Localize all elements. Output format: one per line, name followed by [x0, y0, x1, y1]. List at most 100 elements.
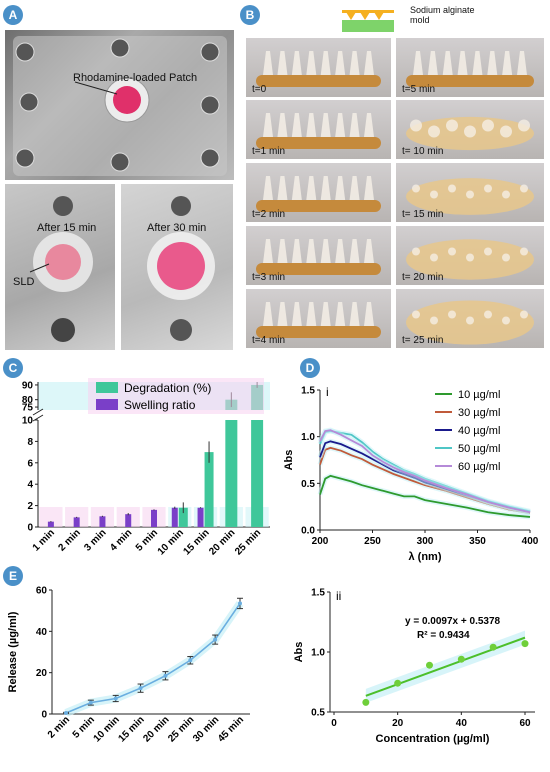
mn-needle — [349, 302, 360, 326]
chart-e-xtick-label: 10 min — [92, 714, 122, 744]
mn-base — [256, 75, 381, 87]
chart-c-bar-degradation — [251, 420, 264, 527]
chart-c-xtick-label: 10 min — [156, 527, 186, 557]
chart-c-bar-swelling — [125, 514, 132, 527]
chart-e-ytick-label: 60 — [36, 586, 48, 597]
chart-f-equation: y = 0.0097x + 0.5378 — [405, 616, 501, 627]
chart-f-ytick-label: 0.5 — [311, 708, 325, 719]
chart-d-legend-label: 10 µg/ml — [458, 389, 500, 401]
mn-needle — [291, 51, 302, 75]
chart-c-bar-swelling — [171, 507, 178, 527]
chart-d-legend-label: 40 µg/ml — [458, 425, 500, 437]
after-30-label: After 30 min — [147, 222, 207, 234]
time-label-left-3: t=3 min — [252, 272, 286, 283]
mn-needle — [320, 51, 331, 75]
mn-needle — [335, 176, 346, 200]
mn-needle — [291, 239, 302, 263]
chart-f-xtick-label: 40 — [456, 718, 468, 729]
chart-f-point — [362, 698, 370, 706]
chart-e-point — [64, 710, 68, 715]
chart-e-point — [138, 686, 143, 691]
chart-c-xtick-label: 3 min — [82, 527, 108, 553]
chart-d-xtick-label: 200 — [312, 536, 329, 547]
chart-d-subpanel: i — [326, 385, 329, 399]
mn-needle — [457, 51, 468, 75]
mn-needle — [364, 113, 374, 137]
time-label-left-1: t=1 min — [252, 146, 286, 157]
mn-needle — [263, 51, 273, 75]
chart-d-ytick-label: 1.5 — [301, 386, 315, 397]
chart-d-xtick-label: 300 — [417, 536, 434, 547]
mn-remnant — [484, 310, 492, 319]
chart-f-xlabel: Concentration (µg/ml) — [376, 733, 490, 745]
mold-schematic — [342, 10, 394, 32]
photo-after-15: After 15 min SLD — [5, 184, 115, 350]
time-label-right-3: t= 20 min — [402, 272, 444, 283]
chart-e-point — [213, 637, 218, 642]
panel-c-badge: C — [3, 358, 23, 378]
time-label-right-4: t= 25 min — [402, 335, 444, 346]
time-label-right-0: t=5 min — [402, 84, 436, 95]
chart-d-ytick-label: 0.5 — [301, 479, 315, 490]
time-label-right-1: t= 10 min — [402, 146, 444, 157]
mn-needle — [517, 51, 527, 75]
mn-needle — [263, 302, 273, 326]
chart-c-xtick-label: 2 min — [57, 527, 83, 553]
chart-c-ytick-label: 0 — [27, 523, 33, 534]
mn-photo-right-3: t= 20 min — [396, 226, 544, 285]
mn-needle — [263, 239, 273, 263]
chart-c-glow — [39, 507, 63, 527]
chart-c-legend-swatch — [96, 399, 118, 410]
mn-needle — [320, 176, 331, 200]
mn-photo-left-4: t=4 min — [246, 289, 391, 348]
chart-e-ytick-label: 0 — [41, 710, 47, 721]
mn-needle — [487, 51, 498, 75]
chart-d-xlabel: λ (nm) — [409, 551, 442, 563]
chart-c-ytick-label: 80 — [22, 395, 34, 406]
chart-c-bar-swelling — [73, 517, 80, 527]
mn-remnant — [518, 119, 530, 132]
mn-needle — [320, 113, 331, 137]
chart-f-point — [394, 679, 402, 687]
mn-base — [256, 326, 381, 338]
mn-remnant — [410, 119, 422, 132]
mn-remnant — [520, 310, 528, 319]
mn-needle — [364, 239, 374, 263]
mn-remnant — [484, 247, 492, 256]
mn-needle — [364, 176, 374, 200]
patch-label: Rhodamine-loaded Patch — [73, 72, 198, 84]
mn-needle — [335, 113, 346, 137]
patch-holder-drawing — [13, 36, 227, 176]
chart-d-legend-label: 30 µg/ml — [458, 407, 500, 419]
chart-c-bar-swelling — [47, 521, 54, 527]
chart-c-bar-swelling — [151, 509, 157, 527]
mn-drawing-left-4 — [256, 302, 381, 338]
chart-e-xtick-label: 2 min — [46, 714, 72, 740]
mn-remnant — [412, 184, 420, 193]
chart-c-ytick-label: 10 — [22, 416, 34, 427]
time-label-left-4: t=4 min — [252, 335, 286, 346]
mn-needle — [335, 51, 346, 75]
mn-needle — [306, 113, 317, 137]
mn-needle — [502, 51, 513, 75]
mn-needle — [291, 302, 302, 326]
panel-d-badge: D — [300, 358, 320, 378]
mn-remnant — [448, 247, 456, 256]
mn-remnant — [466, 190, 474, 199]
chart-d-series-line — [319, 474, 531, 518]
chart-c-ytick-label: 2 — [27, 501, 33, 512]
panel-b-badge: B — [240, 5, 260, 25]
chart-f-subpanel: ii — [336, 589, 341, 603]
chart-c-xtick-label: 20 min — [207, 527, 237, 557]
mn-needle — [306, 302, 317, 326]
mn-remnant — [430, 253, 438, 262]
chart-e-xtick-label: 20 min — [141, 714, 171, 744]
chart-d-legend-label: 60 µg/ml — [458, 461, 500, 473]
chart-c-bar-swelling — [99, 516, 106, 527]
chart-f-point — [521, 640, 529, 648]
chart-e-xtick-label: 30 min — [191, 714, 221, 744]
mn-photo-right-1: t= 10 min — [396, 100, 544, 159]
mn-drawing-left-2 — [256, 176, 381, 212]
